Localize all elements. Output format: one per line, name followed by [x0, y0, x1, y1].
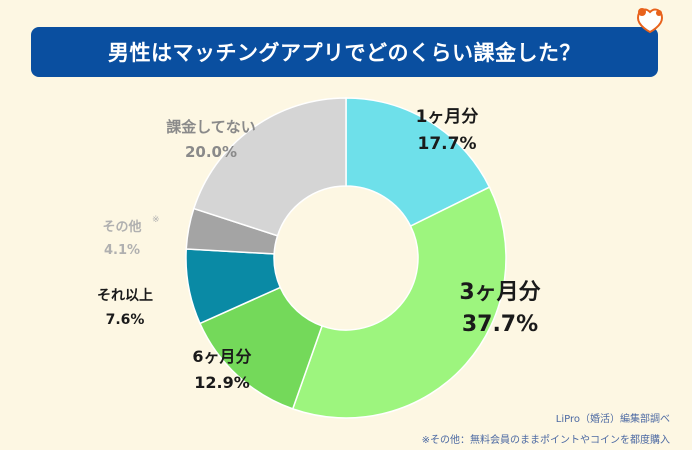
slice-label: その他 [102, 219, 141, 235]
other-note-mark: ※ [152, 215, 160, 225]
donut-slice [291, 186, 507, 419]
slice-label: 6ヶ月分 [192, 347, 251, 366]
slice-value-label: 7.6% [106, 312, 145, 328]
donut-slice [345, 97, 491, 228]
slice-value-label: 12.9% [194, 373, 250, 392]
slice-value-label: 20.0% [185, 143, 237, 161]
slice-label: 1ヶ月分 [416, 107, 479, 127]
chart-title-banner: 男性はマッチングアプリでどのくらい課金した？ [31, 27, 658, 77]
donut-slice [192, 97, 347, 237]
slice-label: それ以上 [97, 288, 153, 304]
brand-logo-icon [636, 8, 664, 34]
slice-label: 課金してない [166, 118, 256, 136]
slice-value-label: 4.1% [104, 243, 140, 258]
slice-value-label: 37.7% [462, 312, 538, 337]
slice-label: 3ヶ月分 [459, 280, 540, 305]
slice-value-label: 17.7% [418, 134, 477, 154]
source-note: LiPro（婚活）編集部調べ [555, 414, 670, 425]
chart-title: 男性はマッチングアプリでどのくらい課金した？ [108, 41, 581, 65]
footnote: ※その他：無料会員のままポイントやコインを都度購入 [421, 435, 670, 446]
